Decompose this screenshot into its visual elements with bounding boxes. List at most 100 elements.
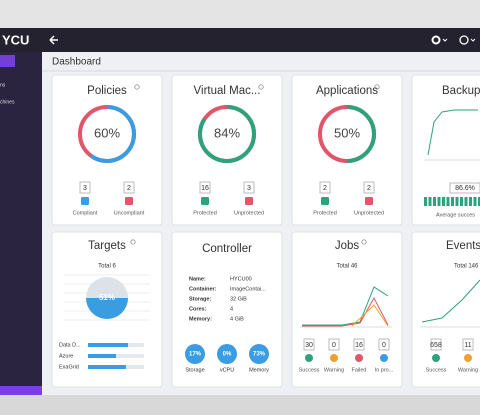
card-title: Controller bbox=[202, 243, 252, 255]
sidebar-active bbox=[0, 55, 15, 67]
stat-label: Warning bbox=[458, 367, 478, 373]
target-bar bbox=[88, 365, 126, 369]
info-icon bbox=[134, 84, 140, 90]
card-title: Targets bbox=[88, 240, 126, 252]
stat-icon bbox=[201, 197, 209, 205]
card[interactable] bbox=[291, 74, 403, 226]
events-line bbox=[421, 279, 480, 323]
row-label: Container: bbox=[189, 286, 217, 292]
usage-circle bbox=[249, 344, 269, 364]
stat-icon bbox=[330, 354, 338, 362]
help-caret bbox=[470, 38, 476, 42]
target-name: Azure bbox=[59, 353, 73, 359]
usage-value: 17% bbox=[189, 352, 202, 358]
total: Total 46 bbox=[336, 264, 358, 270]
stat-count: 30 bbox=[305, 342, 313, 349]
warning-line bbox=[351, 304, 389, 327]
card[interactable] bbox=[411, 231, 480, 388]
stat-count: 0 bbox=[332, 342, 336, 349]
usage-label: Memory bbox=[249, 367, 269, 373]
row-label: Cores: bbox=[189, 306, 207, 312]
bezel-top bbox=[0, 0, 480, 28]
stat-icon bbox=[365, 197, 373, 205]
donut-arc bbox=[198, 105, 256, 163]
stat-label: Failed bbox=[352, 367, 367, 373]
stat-count: 11 bbox=[464, 342, 471, 349]
stat-count: 2 bbox=[127, 185, 131, 192]
stat-icon bbox=[380, 354, 388, 362]
target-name: Data D... bbox=[59, 342, 81, 348]
row-value: ImageContai... bbox=[230, 286, 266, 292]
donut-value: 50% bbox=[334, 125, 360, 140]
stat-icon bbox=[81, 197, 89, 205]
bezel-bottom bbox=[0, 395, 480, 415]
stat-count: 2 bbox=[367, 185, 371, 192]
history-bar bbox=[428, 197, 432, 206]
stat-count: 658 bbox=[430, 342, 442, 349]
stat-label: In pro... bbox=[375, 367, 394, 373]
donut-arc bbox=[78, 105, 136, 163]
row-label: Name: bbox=[189, 276, 206, 282]
target-bar bbox=[88, 343, 128, 347]
card[interactable] bbox=[171, 74, 283, 226]
stat-count: 16 bbox=[355, 342, 363, 349]
usage-fill bbox=[86, 298, 128, 319]
stat-box bbox=[243, 181, 255, 194]
stat-label: Success bbox=[426, 367, 447, 373]
card-title: Applications bbox=[316, 85, 378, 97]
stat-label: Warning bbox=[324, 367, 344, 373]
row-value: 4 GiB bbox=[230, 316, 244, 322]
stat-icon bbox=[245, 197, 253, 205]
info-icon bbox=[361, 239, 367, 245]
sidebar-item[interactable]: chines bbox=[0, 99, 15, 105]
stat-box bbox=[353, 338, 365, 351]
settings-caret bbox=[442, 38, 448, 42]
stat-count: 16 bbox=[201, 185, 209, 192]
page-title: Dashboard bbox=[52, 57, 101, 68]
stat-box bbox=[363, 181, 375, 194]
stat-icon bbox=[464, 354, 472, 362]
stat-icon bbox=[125, 197, 133, 205]
total: Total 6 bbox=[98, 264, 116, 270]
stat-count: 2 bbox=[323, 185, 327, 192]
stat-box bbox=[79, 181, 91, 194]
history-bar bbox=[455, 197, 459, 206]
history-bar bbox=[446, 197, 450, 206]
card-title: Virtual Mac... bbox=[194, 85, 261, 97]
stat-icon bbox=[432, 354, 440, 362]
stat-icon bbox=[355, 354, 363, 362]
history-bar bbox=[424, 197, 427, 206]
history-bar bbox=[464, 197, 468, 206]
stat-label: Protected bbox=[313, 210, 337, 216]
sidebar-footer bbox=[0, 386, 42, 395]
settings-icon[interactable] bbox=[431, 35, 441, 45]
usage-value: 73% bbox=[253, 352, 266, 358]
card[interactable] bbox=[51, 74, 163, 226]
stat-box bbox=[328, 338, 340, 351]
card-title: Backup bbox=[442, 85, 480, 97]
donut-value: 84% bbox=[214, 125, 240, 140]
target-name: ExaGrid bbox=[59, 364, 79, 370]
history-bar bbox=[469, 197, 472, 206]
usage-circle bbox=[185, 344, 205, 364]
help-icon[interactable] bbox=[459, 35, 469, 45]
sidebar-item[interactable]: ns bbox=[0, 82, 6, 88]
stat-label: Unprotected bbox=[354, 210, 384, 216]
stat-icon bbox=[305, 354, 313, 362]
card-title: Policies bbox=[87, 85, 127, 97]
card-title: Events bbox=[446, 240, 480, 252]
stat-label: Compliant bbox=[73, 210, 98, 216]
row-label: Memory: bbox=[189, 316, 212, 322]
header-bar bbox=[0, 28, 480, 52]
value-box bbox=[449, 182, 480, 194]
back-arrow[interactable] bbox=[49, 35, 58, 45]
history-bar bbox=[473, 197, 477, 206]
stat-label: Success bbox=[299, 367, 320, 373]
total: Total 146 bbox=[454, 264, 479, 270]
failed-line bbox=[302, 296, 389, 327]
stat-count: 0 bbox=[382, 342, 386, 349]
usage-label: vCPU bbox=[220, 367, 234, 373]
card[interactable] bbox=[291, 231, 403, 388]
